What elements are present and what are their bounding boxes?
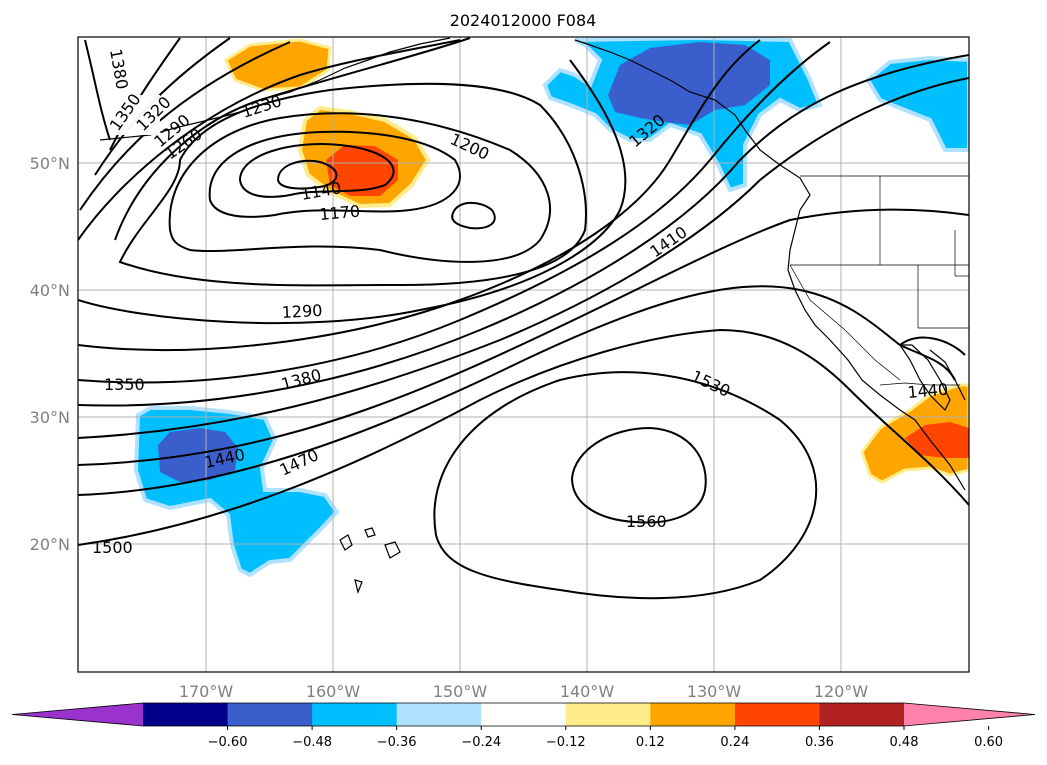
contour-1440-mid (78, 285, 956, 496)
anomaly-shading (133, 37, 969, 578)
colorbar-tick-label: 0.12 (636, 735, 665, 750)
latitude-labels: 50°N 40°N 30°N 20°N (30, 154, 70, 554)
colorbar: −0.60 −0.48 −0.36 −0.24 −0.12 0.12 0.24 0.36 0.4… (11, 702, 1036, 750)
lat-tick: 20°N (30, 535, 70, 554)
lon-tick: 140°W (560, 682, 615, 701)
contour-1170-ring (208, 130, 461, 218)
contour-label: 1290 (281, 301, 323, 322)
colorbar-swatch (143, 703, 229, 726)
lon-tick: 150°W (433, 682, 488, 701)
colorbar-tick-label: 0.36 (805, 735, 834, 750)
contour-1230-outer (118, 82, 587, 287)
colorbar-swatch (734, 703, 820, 726)
contour-1170-small (451, 201, 496, 230)
borders (789, 175, 969, 386)
colorbar-tick-label: −0.48 (292, 735, 332, 750)
colorbar-swatch (227, 703, 313, 726)
contour-1380-mid (78, 77, 969, 439)
colorbar-tick-label: 0.48 (890, 735, 919, 750)
contour-label: 1140 (299, 178, 342, 204)
colorbar-swatch (481, 703, 567, 726)
colorbar-extend-high (904, 703, 1035, 726)
colorbar-tick-label: 0.24 (720, 735, 749, 750)
anomaly-cool-ne (865, 55, 969, 152)
colorbar-extend-low (12, 703, 143, 726)
coast-hawaii-2 (384, 541, 401, 559)
anomaly-cold-alaska (608, 42, 770, 125)
contour-1410-mid (78, 208, 969, 466)
contour-1440-se (899, 336, 966, 356)
contour-label: 1350 (104, 375, 145, 394)
coast-hawaii-1 (339, 534, 353, 551)
coast-alaska-gulf (574, 39, 966, 491)
colorbar-tick-label: −0.36 (377, 735, 417, 750)
contour-1230-nw (114, 37, 471, 241)
contour-label: 1170 (319, 202, 361, 224)
map-frame (77, 36, 970, 673)
lat-tick: 50°N (30, 154, 70, 173)
contour-label: 1500 (92, 538, 133, 557)
colorbar-tick-label: −0.24 (461, 735, 501, 750)
contour-label: 1560 (626, 512, 667, 531)
coast-hawaii-3 (354, 579, 363, 594)
colorbar-tick-label: −0.60 (208, 735, 248, 750)
anomaly-cold-sw (158, 428, 238, 482)
coast-hawaii-4 (364, 527, 376, 538)
lat-tick: 30°N (30, 408, 70, 427)
contour-1380-nw (84, 39, 111, 141)
lon-tick: 120°W (814, 682, 869, 701)
contour-label: 1530 (688, 366, 733, 400)
contour-1200-ring (168, 112, 551, 263)
anomaly-cool-sw (133, 406, 340, 578)
lon-tick: 160°W (306, 682, 361, 701)
colorbar-outline (11, 702, 1036, 727)
contour-1140-core (276, 160, 338, 190)
contour-1350-nw (109, 37, 181, 151)
colorbar-swatch (312, 703, 398, 726)
contour-1260-outer (78, 59, 627, 325)
colorbar-tick-label: −0.12 (546, 735, 586, 750)
contour-1290-mid (78, 39, 761, 351)
lon-tick: 130°W (687, 682, 742, 701)
map-area: 1380 1350 1320 1290 1260 1230 1200 1140 … (78, 37, 969, 672)
longitude-labels: 170°W 160°W 150°W 140°W 130°W 120°W (179, 682, 869, 701)
contour-1530-ring (433, 371, 818, 600)
anomaly-hot-se (905, 422, 969, 458)
lat-tick: 40°N (30, 281, 70, 300)
contour-label: 1230 (239, 91, 284, 122)
anomaly-warm-nw (224, 38, 332, 92)
colorbar-tick-label: 0.60 (974, 735, 1003, 750)
colorbar-swatch (819, 703, 905, 726)
height-contours (78, 37, 969, 600)
contour-1140-ring (238, 143, 395, 198)
coast-baja (898, 344, 951, 412)
colorbar-swatch (396, 703, 482, 726)
graticule (78, 37, 969, 672)
contour-1350-mid (78, 54, 969, 407)
map-title: 2024012000 F084 (450, 11, 597, 30)
contour-label: 1440 (907, 380, 949, 402)
contour-1470-mid (78, 328, 969, 546)
contour-label: 1470 (277, 445, 322, 479)
colorbar-swatch (650, 703, 736, 726)
colorbar-swatch (565, 703, 651, 726)
contour-1320-mid (78, 41, 831, 384)
contour-1260-nw (78, 39, 461, 241)
lon-tick: 170°W (179, 682, 234, 701)
anomaly-hot-low (326, 145, 398, 196)
contour-1560-ring (570, 426, 707, 524)
contour-label: 1410 (646, 222, 690, 261)
